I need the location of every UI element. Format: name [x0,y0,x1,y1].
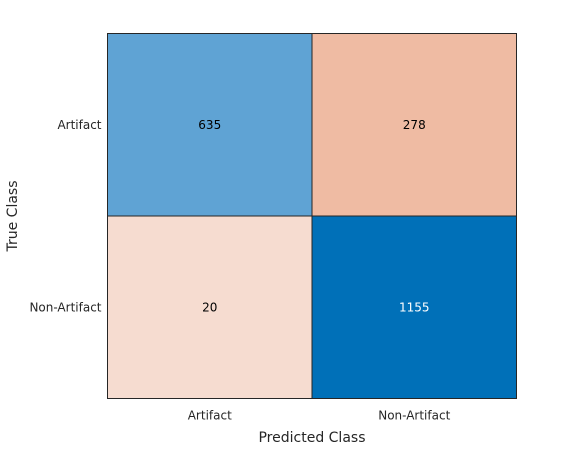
y-tick-label: Artifact [57,118,101,132]
cells-layer: 635 278 20 1155 [107,33,517,399]
matrix-cell [107,215,313,399]
x-tick-label: Non-Artifact [378,409,450,423]
x-tick-labels: Artifact Non-Artifact [188,409,451,423]
y-tick-labels: Artifact Non-Artifact [29,118,101,315]
matrix-cell [311,215,517,399]
matrix-cell [311,33,517,217]
x-axis-title: Predicted Class [258,430,365,446]
y-tick-label: Non-Artifact [29,300,101,314]
x-tick-label: Artifact [188,409,232,423]
matrix-cell-value: 635 [198,118,221,132]
matrix-cell-value: 20 [202,300,217,314]
matrix-cell-value: 1155 [399,300,430,314]
matrix-cell-value: 278 [403,118,426,132]
y-axis-title: True Class [5,180,21,252]
plot-frame [107,33,517,399]
matrix-cell [107,33,313,217]
